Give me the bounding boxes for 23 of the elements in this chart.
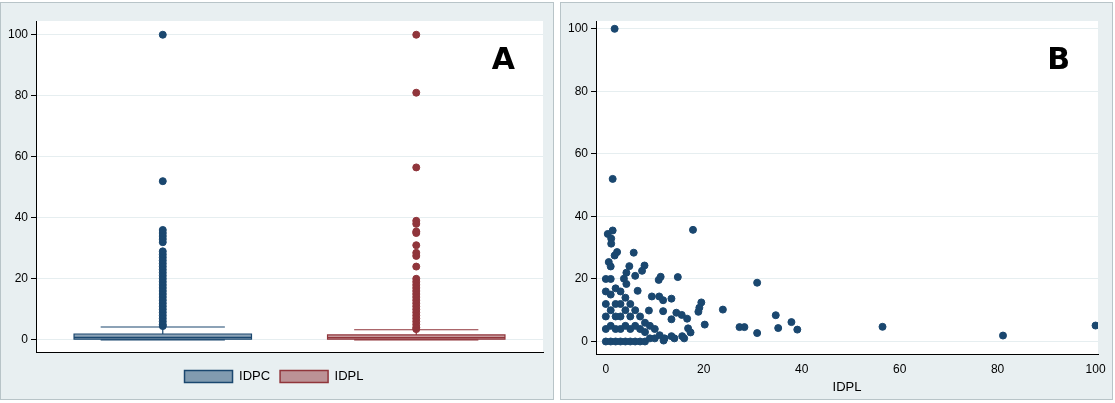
x-axis-title: IDPL xyxy=(832,378,862,394)
y-tick-label: 40 xyxy=(574,208,589,223)
annotation: A xyxy=(491,40,516,76)
y-tick-label: 20 xyxy=(14,271,29,286)
legend-label: IDPL xyxy=(334,368,364,384)
y-tick-label: 0 xyxy=(21,332,29,347)
x-tick-label: 100 xyxy=(1085,361,1106,376)
y-tick-label: 60 xyxy=(574,146,589,161)
y-tick-label: 80 xyxy=(14,88,29,103)
legend-label: IDPC xyxy=(239,368,271,384)
x-tick-label: 40 xyxy=(795,361,809,376)
y-tick-label: 60 xyxy=(14,149,29,164)
x-tick-label: 20 xyxy=(697,361,711,376)
x-tick-label: 80 xyxy=(990,361,1005,376)
y-tick-label: 0 xyxy=(581,333,589,348)
y-tick-label: 20 xyxy=(574,271,589,286)
y-tick-label: 100 xyxy=(7,27,29,42)
y-tick-label: 100 xyxy=(567,21,589,36)
annotation: B xyxy=(1047,40,1070,76)
y-tick-label: 80 xyxy=(574,83,589,98)
x-tick-label: 60 xyxy=(892,361,907,376)
y-tick-label: 40 xyxy=(14,210,29,225)
x-tick-label: 0 xyxy=(602,361,610,376)
